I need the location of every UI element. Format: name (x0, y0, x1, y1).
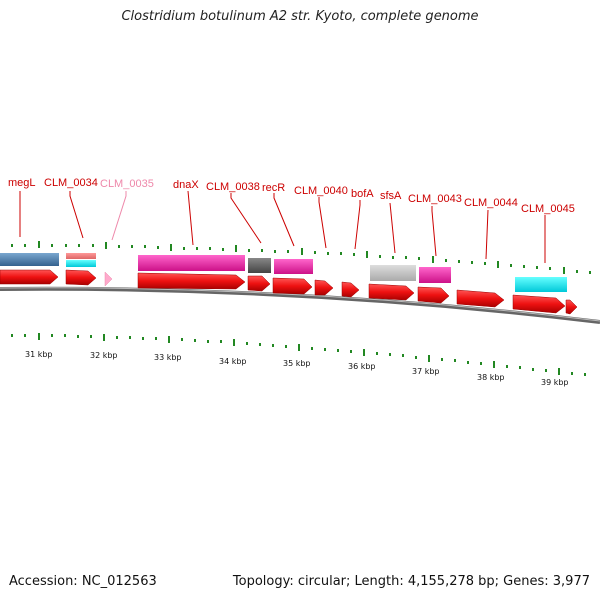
lower-tick-track (11, 333, 586, 376)
scale-label: 32 kbp (90, 351, 118, 360)
gene-label-megl[interactable]: megL (8, 177, 36, 189)
scale-label: 35 kbp (283, 359, 311, 368)
feature-block-megL (0, 253, 59, 266)
scale-label: 39 kbp (541, 378, 569, 387)
upper-tick-track (11, 241, 591, 274)
cds-arrow-megL (0, 269, 59, 285)
gene-label-sfsa[interactable]: sfsA (380, 190, 402, 202)
feature-track (0, 253, 567, 292)
feature-block-clm0034-top (66, 253, 96, 259)
cds-arrow-clm0044 (456, 289, 505, 308)
cds-arrow-recr (272, 277, 313, 295)
cds-arrow-clm0038 (247, 275, 271, 292)
gene-label-clm0045[interactable]: CLM_0045 (521, 203, 575, 215)
gene-label-clm0044[interactable]: CLM_0044 (464, 197, 518, 209)
feature-block-dnax (138, 255, 245, 271)
feature-block-sfsa (370, 265, 416, 281)
cds-track (0, 269, 578, 315)
cds-arrow-bofa (341, 281, 360, 298)
cds-arrow-clm0034 (65, 269, 97, 286)
feature-block-clm0045 (515, 277, 567, 292)
gene-labels: megL CLM_0034 CLM_0035 dnaX CLM_0038 rec… (8, 177, 575, 215)
cds-arrow-clm0040 (314, 279, 334, 296)
feature-block-recr (274, 259, 313, 274)
genome-backbone-highlight (0, 287, 600, 322)
feature-block-clm0043 (419, 267, 451, 283)
cds-arrow-dnax (137, 272, 246, 290)
feature-block-clm0038 (248, 258, 271, 273)
scale-label: 37 kbp (412, 367, 440, 376)
gene-label-dnax[interactable]: dnaX (173, 179, 199, 191)
scale-label: 31 kbp (25, 350, 53, 359)
gene-label-bofa[interactable]: bofA (351, 188, 374, 200)
cds-arrow-clm0045 (512, 294, 566, 314)
genome-backbone (0, 286, 600, 324)
accession-text: Accession: NC_012563 (9, 574, 157, 589)
gene-label-clm0034[interactable]: CLM_0034 (44, 177, 98, 189)
gene-label-clm0043[interactable]: CLM_0043 (408, 193, 462, 205)
scale-labels: 31 kbp 32 kbp 33 kbp 34 kbp 35 kbp 36 kb… (25, 350, 569, 387)
scale-label: 34 kbp (219, 357, 247, 366)
gene-label-recr[interactable]: recR (262, 182, 285, 194)
cds-arrow-next (565, 299, 578, 315)
cds-arrow-clm0035 (104, 271, 113, 287)
gene-label-clm0035[interactable]: CLM_0035 (100, 178, 154, 190)
scale-label: 33 kbp (154, 353, 182, 362)
genome-summary-text: Topology: circular; Length: 4,155,278 bp… (232, 574, 590, 589)
label-leader-lines (19, 190, 546, 263)
scale-label: 36 kbp (348, 362, 376, 371)
cds-arrow-clm0043 (417, 286, 450, 304)
cds-arrow-sfsa (368, 283, 415, 301)
gene-label-clm0040[interactable]: CLM_0040 (294, 185, 348, 197)
feature-block-clm0034-bottom (66, 260, 96, 267)
gene-label-clm0038[interactable]: CLM_0038 (206, 181, 260, 193)
genome-title: Clostridium botulinum A2 str. Kyoto, com… (121, 9, 479, 24)
scale-label: 38 kbp (477, 373, 505, 382)
